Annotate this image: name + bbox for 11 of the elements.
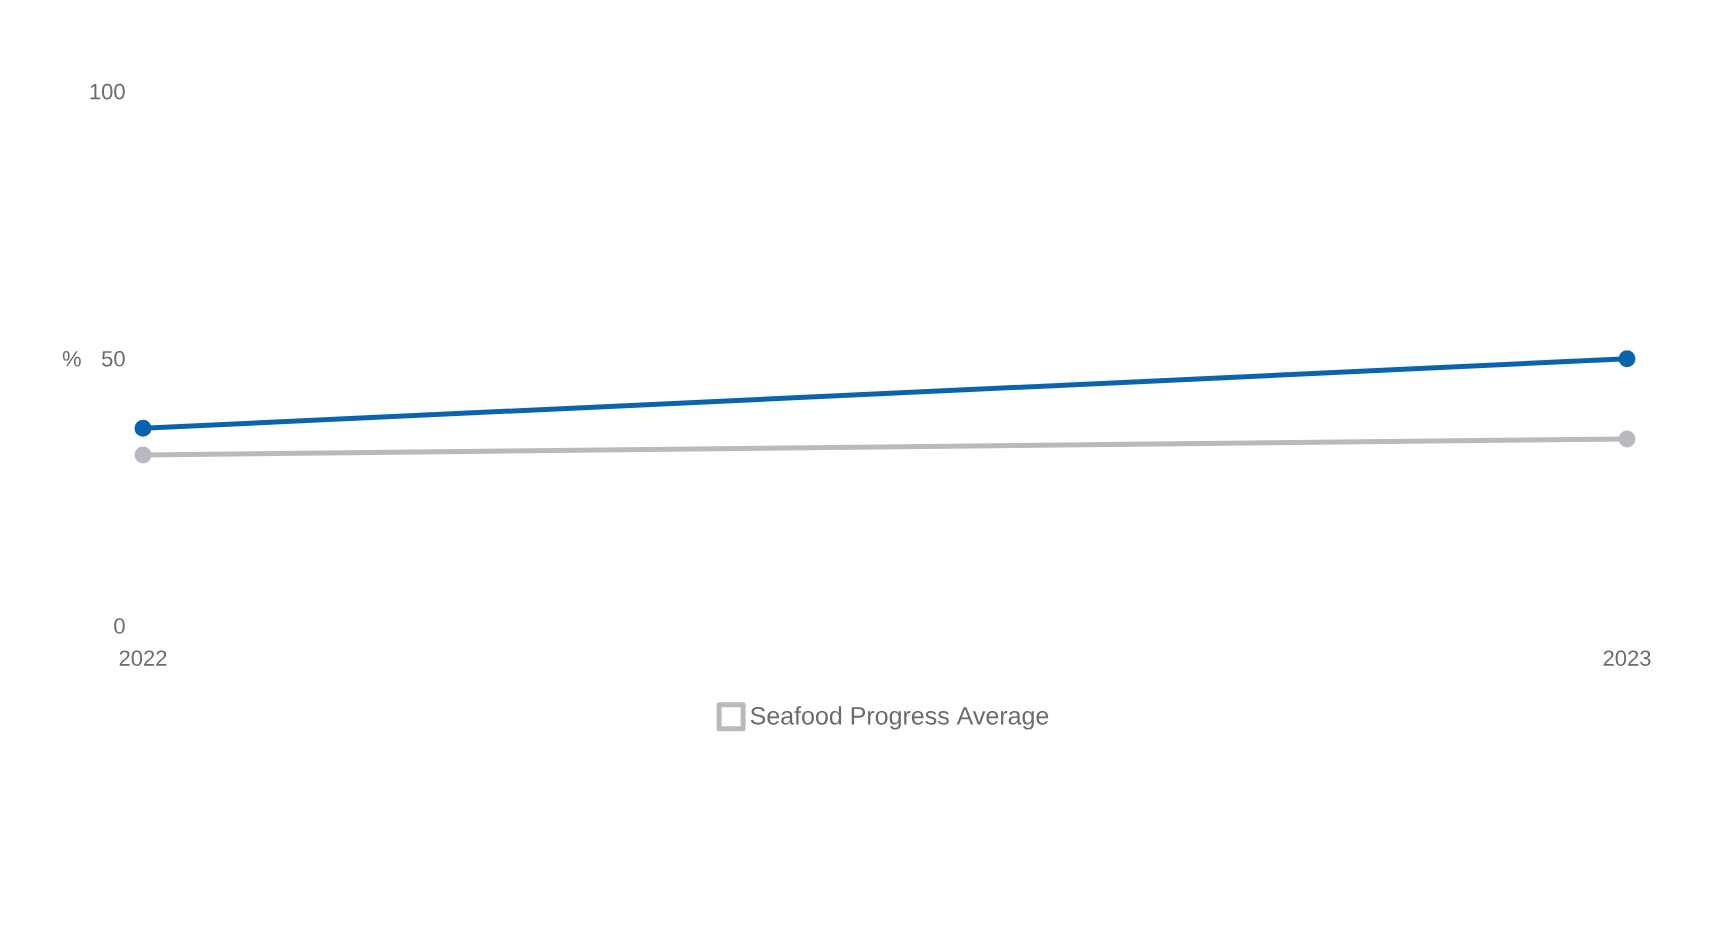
x-tick-label: 2023 — [1603, 650, 1651, 666]
y-tick-label: 0 — [114, 618, 125, 634]
legend-label: Seafood Progress Average — [750, 706, 1049, 730]
point — [1618, 430, 1636, 448]
y-tick-label: 100 — [90, 83, 125, 100]
y-axis-title: % — [62, 351, 81, 367]
point — [134, 446, 152, 464]
point — [1618, 350, 1636, 368]
point — [134, 419, 152, 437]
x-tick-label: 2022 — [119, 650, 167, 666]
y-tick-label: 50 — [102, 351, 125, 367]
